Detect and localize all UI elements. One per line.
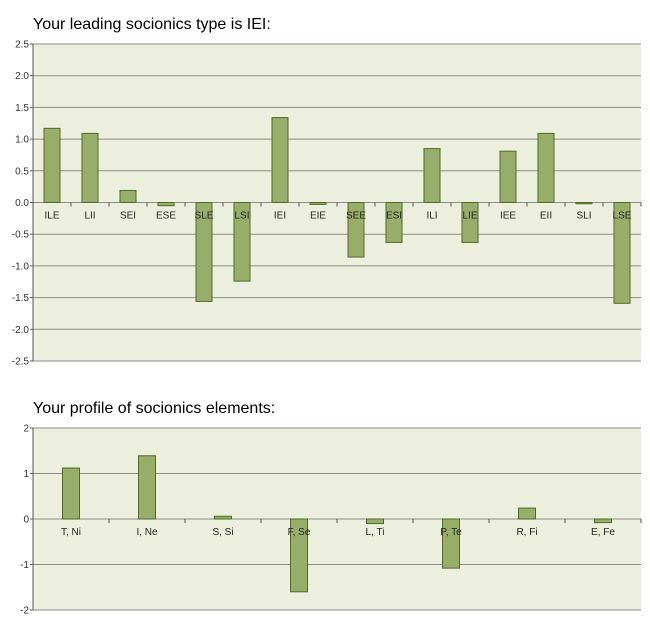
category-label: SLI — [576, 211, 591, 222]
bar-sei — [119, 189, 137, 203]
bar-lse — [613, 202, 631, 304]
category-label: R, Fi — [516, 527, 537, 538]
category-label: L, Ti — [366, 527, 385, 538]
category-label: LSE — [613, 211, 632, 222]
y-tick-label: 1 — [23, 469, 29, 480]
category-label: ESI — [386, 211, 402, 222]
category-label: P, Te — [440, 527, 462, 538]
chart-title-types: Your leading socionics type is IEI: — [33, 16, 271, 33]
chart-title-elements: Your profile of socionics elements: — [33, 400, 276, 417]
bar-r-fi — [518, 507, 536, 520]
category-label: ILE — [44, 211, 59, 222]
category-label: LII — [84, 211, 95, 222]
category-label: E, Fe — [591, 527, 615, 538]
category-label: F, Se — [288, 527, 311, 538]
category-label: EIE — [310, 211, 326, 222]
y-tick-label: 1.0 — [15, 135, 29, 146]
bar-esi — [385, 202, 403, 243]
category-label: EII — [540, 211, 552, 222]
bar-sli — [575, 202, 593, 205]
y-tick-label: -1 — [20, 560, 29, 571]
y-tick-label: -2.5 — [12, 357, 30, 368]
y-tick-label: -0.5 — [12, 230, 30, 241]
category-label: SEI — [120, 211, 136, 222]
bar-t-ni — [62, 467, 80, 520]
bar-lie — [461, 202, 479, 243]
y-tick-label: 0 — [23, 515, 29, 526]
y-tick-label: -1.0 — [12, 261, 30, 272]
bar-eie — [309, 202, 327, 205]
bar-ili — [423, 148, 441, 203]
bar-ese — [157, 202, 175, 207]
bar-i-ne — [138, 455, 156, 520]
category-label: S, Si — [212, 527, 233, 538]
category-label: IEE — [500, 211, 516, 222]
category-label: LIE — [462, 211, 477, 222]
y-tick-label: 1.5 — [15, 103, 29, 114]
socionics-types-bar-chart: 2.5 2.0 1.5 1.0 0.5 0.0 -0.5 -1.0 -1.5 -2.0 -2.5 IL… — [12, 40, 642, 368]
category-label: ILI — [426, 211, 437, 222]
y-tick-label: 2 — [23, 424, 29, 435]
y-tick-label: 2.5 — [15, 40, 29, 51]
category-label: T, Ni — [61, 527, 81, 538]
category-label: IEI — [274, 211, 286, 222]
y-tick-label: -2.0 — [12, 325, 30, 336]
bar-l-ti — [366, 518, 384, 525]
y-tick-label: 0.0 — [15, 198, 29, 209]
category-label: LSI — [234, 211, 249, 222]
bar-iei — [271, 117, 289, 203]
bar-ile — [43, 127, 61, 204]
bar-see — [347, 202, 365, 258]
category-label: SLE — [195, 211, 214, 222]
y-tick-label: -1.5 — [12, 293, 30, 304]
category-label: I, Ne — [136, 527, 158, 538]
bar-s-si — [214, 515, 232, 520]
bar-f-se — [290, 518, 308, 593]
bar-p-te — [442, 518, 460, 569]
bar-iee — [499, 150, 517, 203]
bar-e-fe — [594, 518, 612, 524]
y-tick-label: -2 — [20, 606, 29, 617]
bar-eii — [537, 132, 555, 203]
bar-lii — [81, 132, 99, 203]
bar-sle — [195, 202, 213, 302]
category-label: ESE — [156, 211, 176, 222]
bar-lsi — [233, 202, 251, 282]
y-tick-label: 0.5 — [15, 166, 29, 177]
y-tick-label: 2.0 — [15, 71, 29, 82]
category-label: SEE — [346, 211, 366, 222]
